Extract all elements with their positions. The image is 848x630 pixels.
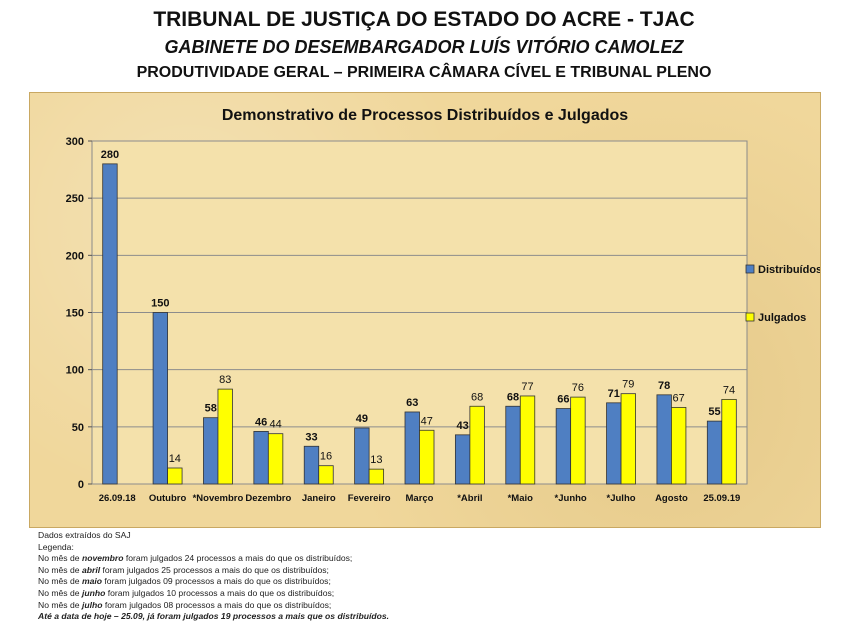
data-label-julgados: 47 [421, 415, 433, 427]
chart-title: Demonstrativo de Processos Distribuídos … [222, 107, 628, 124]
data-label-julgados: 67 [673, 392, 685, 404]
notes-final: Até a data de hoje – 25.09, já foram jul… [38, 611, 390, 622]
bar-distribuidos [152, 312, 168, 485]
data-label-distribuidos: 66 [557, 394, 569, 406]
x-tick-label: *Julho [607, 493, 636, 504]
data-label-julgados: 83 [219, 374, 231, 386]
bar-distribuidos [102, 163, 118, 485]
data-label-distribuidos: 58 [205, 403, 217, 415]
x-tick-label: Fevereiro [348, 493, 391, 504]
bar-distribuidos [656, 394, 672, 485]
data-label-julgados: 68 [471, 391, 483, 403]
legend-label: Julgados [758, 312, 806, 324]
data-label-distribuidos: 49 [356, 413, 368, 425]
data-label-distribuidos: 55 [708, 406, 720, 418]
bar-julgados [721, 398, 737, 485]
data-label-julgados: 44 [269, 419, 281, 431]
y-tick-label: 250 [66, 193, 84, 205]
y-tick-label: 50 [72, 422, 84, 434]
notes-block: Dados extraídos do SAJ Legenda: No mês d… [38, 530, 818, 623]
x-tick-label: *Abril [457, 493, 482, 504]
note-line: No mês de abril foram julgados 25 proces… [38, 564, 329, 575]
page-title: TRIBUNAL DE JUSTIÇA DO ESTADO DO ACRE - … [153, 8, 695, 31]
x-tick-label: Março [406, 493, 434, 504]
data-label-julgados: 76 [572, 382, 584, 394]
x-tick-label: Agosto [655, 493, 688, 504]
x-tick-label: *Novembro [193, 493, 244, 504]
bar-distribuidos [505, 405, 521, 485]
x-tick-label: 26.09.18 [99, 493, 136, 504]
data-label-distribuidos: 68 [507, 391, 519, 403]
y-tick-label: 300 [66, 136, 84, 148]
bar-distribuidos [303, 445, 320, 485]
chart-panel: Demonstrativo de Processos Distribuídos … [29, 92, 821, 528]
bar-julgados [671, 406, 687, 485]
bar-julgados [519, 395, 536, 485]
bar-distribuidos [203, 417, 219, 485]
bar-distribuidos [606, 402, 622, 485]
x-tick-label: 25.09.19 [703, 493, 740, 504]
bar-julgados [167, 467, 183, 485]
x-tick-label: *Maio [508, 493, 534, 504]
bar-julgados [620, 393, 636, 485]
bar-distribuidos [454, 434, 471, 485]
notes-legend-label: Legenda: [38, 541, 74, 552]
x-tick-label: Janeiro [302, 493, 336, 504]
bar-distribuidos [555, 408, 572, 485]
page-section-title: PRODUTIVIDADE GERAL – PRIMEIRA CÂMARA CÍ… [136, 64, 712, 81]
note-line: No mês de maio foram julgados 09 process… [38, 576, 331, 587]
bar-chart: Demonstrativo de Processos Distribuídos … [66, 107, 820, 504]
bar-julgados [318, 465, 334, 485]
x-tick-label: *Junho [555, 493, 587, 504]
data-label-distribuidos: 78 [658, 380, 670, 392]
data-label-distribuidos: 43 [457, 420, 469, 432]
bar-distribuidos [706, 420, 723, 485]
x-tick-label: Dezembro [245, 493, 291, 504]
bar-distribuidos [404, 411, 420, 485]
bar-julgados [217, 388, 233, 485]
data-label-distribuidos: 63 [406, 397, 418, 409]
data-label-distribuidos: 150 [151, 298, 169, 310]
data-label-distribuidos: 280 [101, 149, 119, 161]
data-label-distribuidos: 46 [255, 416, 267, 428]
legend-label: Distribuídos [758, 264, 820, 276]
data-label-julgados: 74 [723, 384, 735, 396]
notes-source: Dados extraídos do SAJ [38, 530, 131, 540]
data-label-distribuidos: 71 [608, 388, 620, 400]
bar-julgados [469, 405, 485, 485]
bar-julgados [267, 433, 284, 485]
bar-distribuidos [354, 427, 370, 485]
x-tick-label: Outubro [149, 493, 187, 504]
bar-julgados [368, 468, 385, 485]
note-line: No mês de junho foram julgados 10 proces… [38, 587, 335, 598]
data-label-julgados: 79 [622, 379, 634, 391]
bar-distribuidos [253, 431, 269, 485]
y-tick-label: 100 [66, 365, 84, 377]
legend-swatch [745, 312, 755, 322]
y-tick-label: 0 [78, 479, 84, 491]
page-subtitle: GABINETE DO DESEMBARGADOR LUÍS VITÓRIO C… [164, 37, 684, 57]
bar-julgados [570, 396, 586, 485]
note-line: No mês de julho foram julgados 08 proces… [38, 599, 332, 610]
data-label-julgados: 13 [370, 454, 382, 466]
y-tick-label: 150 [66, 308, 84, 320]
y-tick-label: 200 [66, 250, 84, 262]
note-line: No mês de novembro foram julgados 24 pro… [38, 553, 353, 564]
data-label-distribuidos: 33 [305, 431, 317, 443]
data-label-julgados: 14 [169, 453, 181, 465]
data-label-julgados: 16 [320, 451, 332, 463]
bar-julgados [419, 429, 435, 485]
legend-swatch [745, 264, 755, 274]
data-label-julgados: 77 [521, 381, 533, 393]
